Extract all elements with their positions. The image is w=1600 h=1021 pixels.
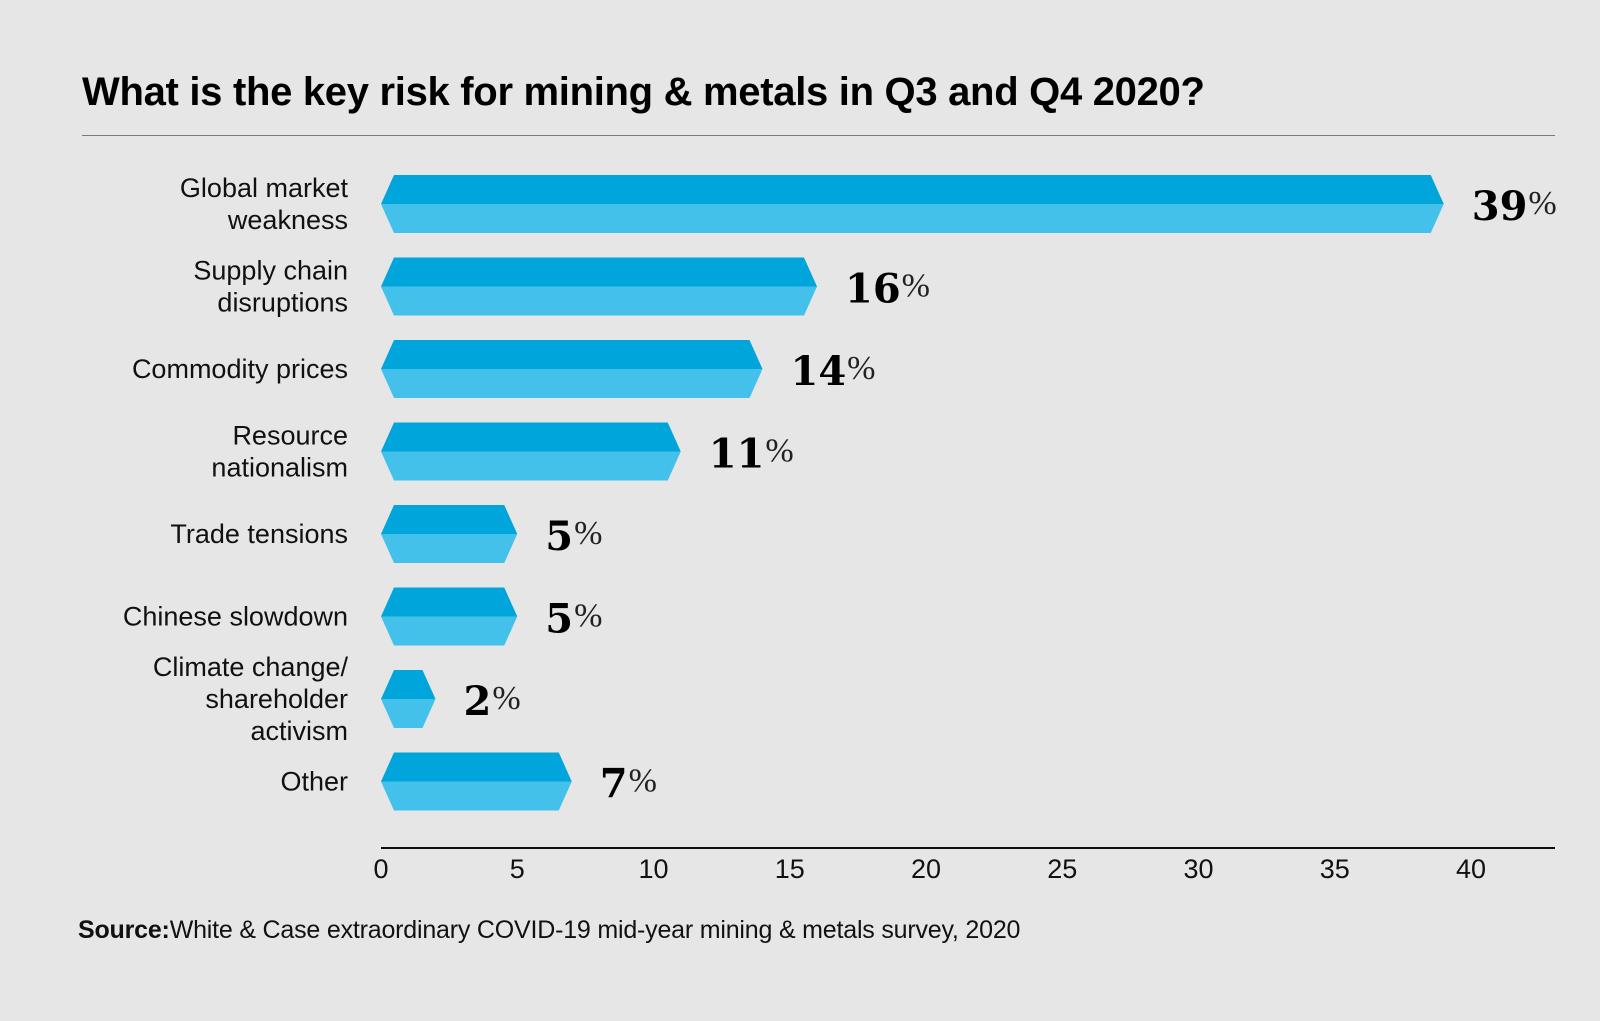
x-tick-label: 30	[1183, 854, 1213, 884]
chart-title: What is the key risk for mining & metals…	[82, 70, 1205, 114]
value-percent-sign: %	[574, 598, 602, 635]
value-label: 14%	[791, 348, 876, 395]
bar-bottom-half	[381, 781, 572, 811]
value-percent-sign: %	[902, 268, 930, 305]
x-tick-label: 5	[510, 854, 525, 884]
x-tick-label: 40	[1456, 854, 1486, 884]
bar-bottom-half	[381, 369, 763, 398]
category-label: Global market weakness	[180, 173, 349, 235]
category-label-line: Supply chain	[193, 256, 348, 286]
category-label-line: disruptions	[217, 288, 348, 318]
bar-top-half	[381, 257, 817, 287]
value-percent-sign: %	[492, 680, 520, 717]
value-percent-sign: %	[629, 763, 657, 800]
value-number: 2	[464, 678, 492, 725]
x-tick-label: 20	[911, 854, 941, 884]
value-number: 7	[600, 761, 628, 808]
category-labels-group: Global market weakness Supply chain disrupt…	[123, 173, 349, 797]
value-label: 11%	[709, 431, 794, 478]
value-percent-sign: %	[1528, 185, 1556, 222]
value-number: 11	[709, 431, 765, 478]
x-tick-label: 35	[1320, 854, 1350, 884]
value-label: 39%	[1472, 183, 1557, 230]
category-label: Resource nationalism	[211, 421, 348, 483]
category-label-line: Commodity prices	[132, 354, 348, 384]
value-labels-group: 39%16%14%11%5%5%2%7%	[464, 183, 1557, 808]
category-label-line: activism	[250, 716, 348, 746]
category-label-line: Climate change/	[153, 652, 349, 682]
category-label: Chinese slowdown	[123, 602, 348, 632]
value-number: 5	[545, 596, 573, 643]
value-label: 16%	[845, 266, 930, 313]
category-label-line: nationalism	[211, 453, 348, 483]
bar-bottom-half	[381, 286, 817, 316]
bar-top-half	[381, 752, 572, 782]
category-label: Supply chain disruptions	[193, 256, 348, 318]
bar-top-half	[381, 670, 436, 699]
category-label: Trade tensions	[170, 519, 348, 549]
x-tick-label: 0	[373, 854, 388, 884]
value-percent-sign: %	[574, 515, 602, 552]
bar-bottom-half	[381, 204, 1444, 233]
category-label: Other	[280, 767, 348, 797]
value-percent-sign: %	[765, 433, 793, 470]
category-label-line: Global market	[180, 173, 349, 203]
source-label: Source:	[78, 916, 170, 944]
bar-top-half	[381, 175, 1444, 204]
bar-bottom-half	[381, 616, 518, 646]
value-label: 5%	[545, 596, 602, 643]
value-label: 2%	[464, 678, 521, 725]
value-number: 16	[845, 266, 901, 313]
x-tick-label: 10	[638, 854, 668, 884]
x-axis: 0 5 10 15 20 25 30 35 40	[373, 847, 1555, 884]
bar-bottom-half	[381, 534, 518, 563]
bars-group	[381, 175, 1444, 811]
bar-top-half	[381, 422, 681, 452]
category-label-line: Trade tensions	[170, 519, 348, 549]
value-number: 14	[791, 348, 847, 395]
category-label-line: Resource	[232, 421, 348, 451]
bar-top-half	[381, 340, 763, 369]
category-label: Climate change/shareholder activism	[153, 652, 349, 746]
source-text: White & Case extraordinary COVID-19 mid-…	[169, 916, 1021, 944]
value-percent-sign: %	[847, 350, 875, 387]
x-tick-label: 25	[1047, 854, 1077, 884]
category-label-line: Chinese slowdown	[123, 602, 348, 632]
category-label-line: Other	[280, 767, 348, 797]
source-note: Source:White & Case extraordinary COVID-…	[78, 916, 1020, 945]
bar-bottom-half	[381, 699, 436, 728]
category-label: Commodity prices	[132, 354, 348, 384]
category-label-line: shareholder	[205, 684, 348, 714]
x-tick-label: 15	[775, 854, 805, 884]
bar-top-half	[381, 587, 518, 617]
value-number: 39	[1472, 183, 1528, 230]
title-divider	[82, 135, 1555, 136]
value-label: 5%	[545, 513, 602, 560]
value-label: 7%	[600, 761, 657, 808]
bar-top-half	[381, 505, 518, 534]
category-label-line: weakness	[227, 205, 348, 235]
bar-bottom-half	[381, 451, 681, 481]
value-number: 5	[545, 513, 573, 560]
